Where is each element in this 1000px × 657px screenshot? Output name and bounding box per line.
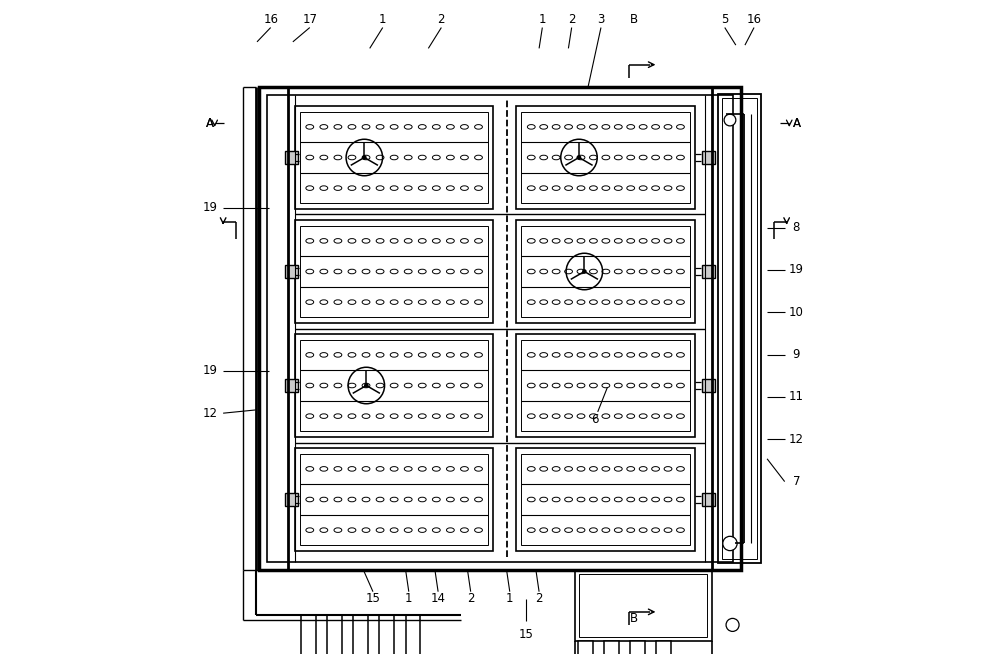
Circle shape [365,384,368,387]
Circle shape [723,536,737,551]
Text: 6: 6 [591,413,598,426]
Text: 11: 11 [789,390,804,403]
Bar [295,220,493,323]
Bar [718,94,761,563]
Text: 8: 8 [793,221,800,234]
Text: 12: 12 [203,407,218,420]
Text: A: A [206,117,214,130]
Circle shape [726,618,739,631]
Text: 5: 5 [721,12,728,26]
Text: 9: 9 [793,348,800,361]
Bar [579,574,707,637]
Text: 15: 15 [519,628,533,641]
Bar [285,493,298,506]
Bar [406,615,420,657]
Text: 3: 3 [597,12,605,26]
Bar [516,448,695,551]
Text: 7: 7 [793,475,800,488]
Bar [300,453,488,545]
Bar [702,493,715,506]
Bar [267,95,733,562]
Text: 15: 15 [366,593,380,605]
Text: 19: 19 [203,202,218,214]
Bar [300,225,488,317]
Text: A: A [792,117,800,130]
Text: 1: 1 [379,12,386,26]
Bar [301,615,316,657]
Bar [702,151,715,164]
Circle shape [577,156,581,159]
Bar [295,106,493,209]
Text: 12: 12 [789,433,804,445]
Text: A: A [206,117,214,130]
Bar [578,641,593,657]
Bar [259,87,741,570]
Bar [300,112,488,204]
Bar [353,615,368,657]
Bar [300,340,488,432]
Bar [575,570,712,641]
Bar [327,615,342,657]
Text: 1: 1 [506,593,514,605]
Text: 17: 17 [302,12,317,26]
Text: B: B [629,12,638,26]
Text: 14: 14 [431,593,446,605]
Bar [285,379,298,392]
Bar [521,112,690,204]
Bar [722,98,757,559]
Text: A: A [792,117,800,130]
Bar [516,220,695,323]
Bar [295,448,493,551]
Circle shape [724,114,736,126]
Bar [521,340,690,432]
Bar [521,225,690,317]
Bar [295,334,493,437]
Text: 1: 1 [539,12,546,26]
Bar [656,641,671,657]
Text: 2: 2 [467,593,474,605]
Bar [702,265,715,278]
Text: 2: 2 [438,12,445,26]
Bar [285,265,298,278]
Circle shape [363,156,366,159]
Bar [516,334,695,437]
Text: 2: 2 [568,12,575,26]
Bar [604,641,619,657]
Text: 1: 1 [405,593,413,605]
Text: 2: 2 [535,593,543,605]
Text: 19: 19 [203,365,218,377]
Bar [521,453,690,545]
Bar [379,615,394,657]
Text: 16: 16 [747,12,762,26]
Text: 16: 16 [263,12,278,26]
Circle shape [583,270,586,273]
Bar [630,641,645,657]
Text: B: B [629,612,638,625]
Bar [516,106,695,209]
Bar [285,151,298,164]
Bar [702,379,715,392]
Text: 10: 10 [789,306,804,319]
Text: 19: 19 [789,263,804,277]
